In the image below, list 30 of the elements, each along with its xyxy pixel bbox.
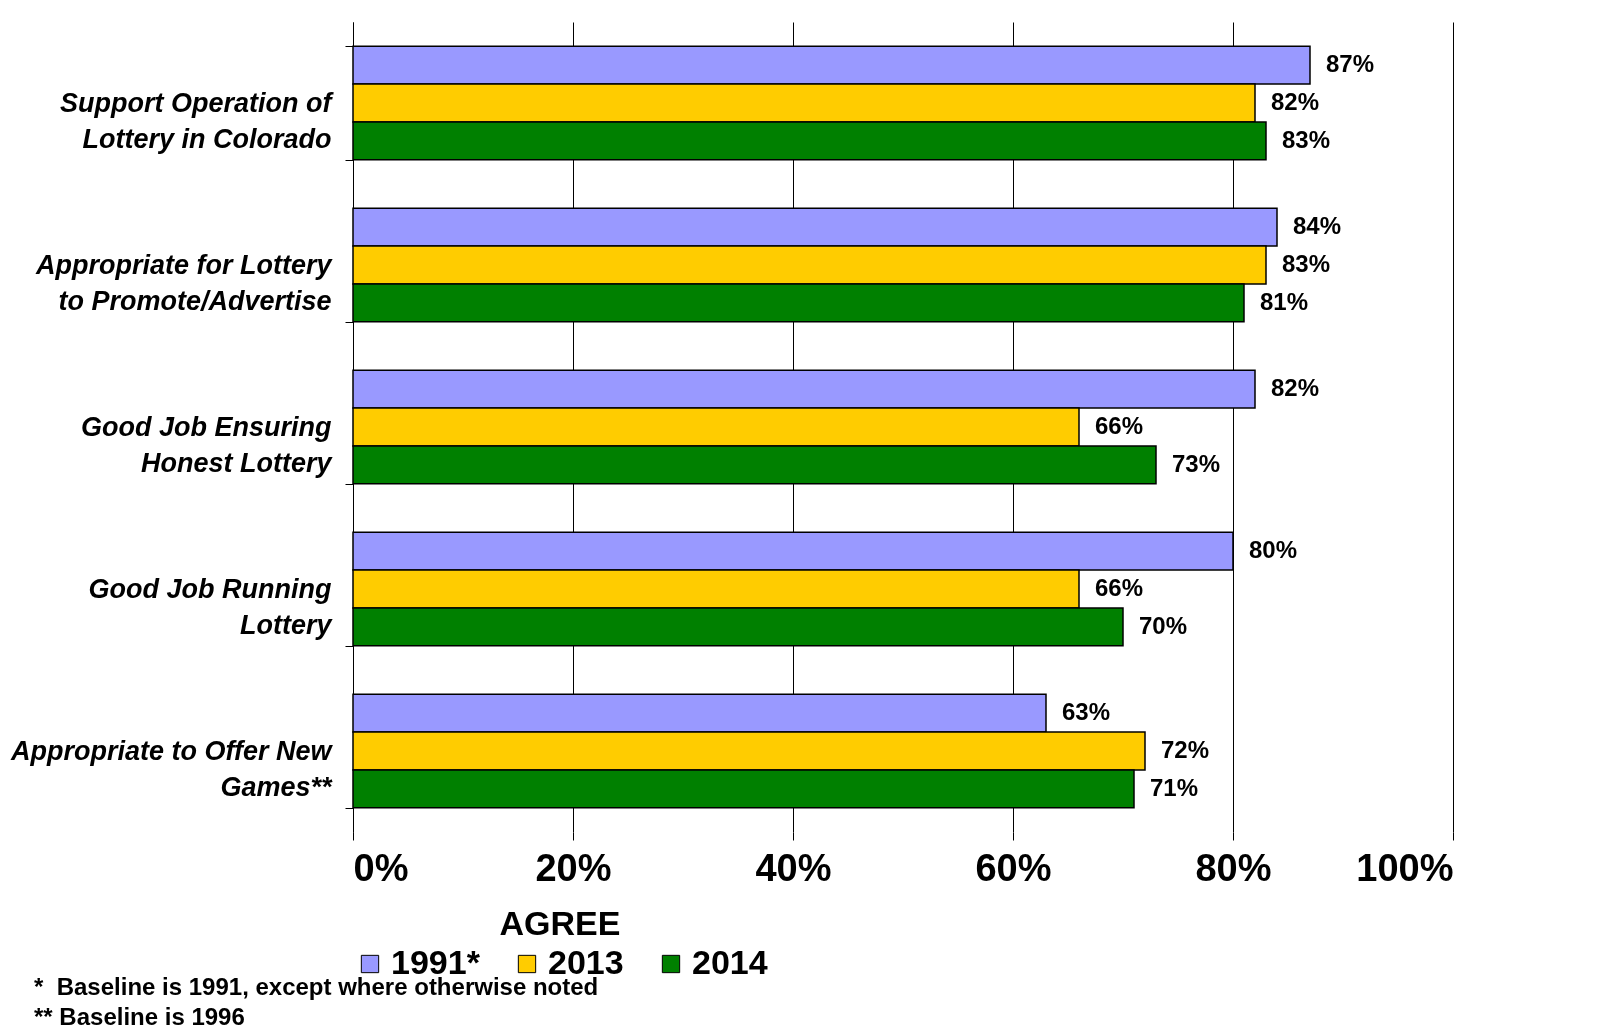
data-label: 80% — [1249, 536, 1298, 564]
data-label: 82% — [1271, 374, 1320, 402]
data-label: 84% — [1293, 212, 1342, 240]
data-label: 71% — [1150, 773, 1199, 801]
x-tick-label: 100% — [1356, 846, 1454, 889]
x-tick-label: 80% — [1195, 846, 1272, 889]
y-tick-label: Good Job Ensuring Honest Lottery — [81, 411, 334, 478]
y-tick-label: Support Operation of Lottery in Colorado — [60, 87, 335, 154]
y-tick-label: Appropriate to Offer New Games** — [9, 735, 334, 802]
data-label: 66% — [1095, 574, 1144, 601]
x-tick-label: 20% — [535, 846, 612, 889]
data-label: 70% — [1139, 611, 1188, 639]
y-tick-label: Appropriate for Lottery to Promote/Advertise — [34, 249, 334, 316]
x-tick-label: 60% — [975, 846, 1052, 889]
legend-label: 2014 — [692, 943, 768, 981]
data-label: 63% — [1062, 698, 1111, 726]
y-tick-label: Good Job Running Lottery — [88, 573, 334, 640]
data-label: 66% — [1095, 412, 1144, 439]
data-label: 83% — [1282, 125, 1331, 153]
data-label: 82% — [1271, 88, 1320, 115]
legend-title: AGREE — [499, 904, 621, 942]
text: ** Baseline is 1996 — [34, 1002, 246, 1032]
data-label: 83% — [1282, 250, 1331, 277]
x-tick-label: 40% — [755, 846, 832, 889]
x-tick-label: 0% — [353, 846, 409, 889]
data-label: 73% — [1172, 449, 1221, 477]
data-label: 72% — [1161, 736, 1210, 763]
data-label: 87% — [1326, 50, 1375, 78]
data-label: 81% — [1260, 287, 1309, 315]
text: * Baseline is 1991, except where otherwise noted — [34, 973, 599, 1002]
